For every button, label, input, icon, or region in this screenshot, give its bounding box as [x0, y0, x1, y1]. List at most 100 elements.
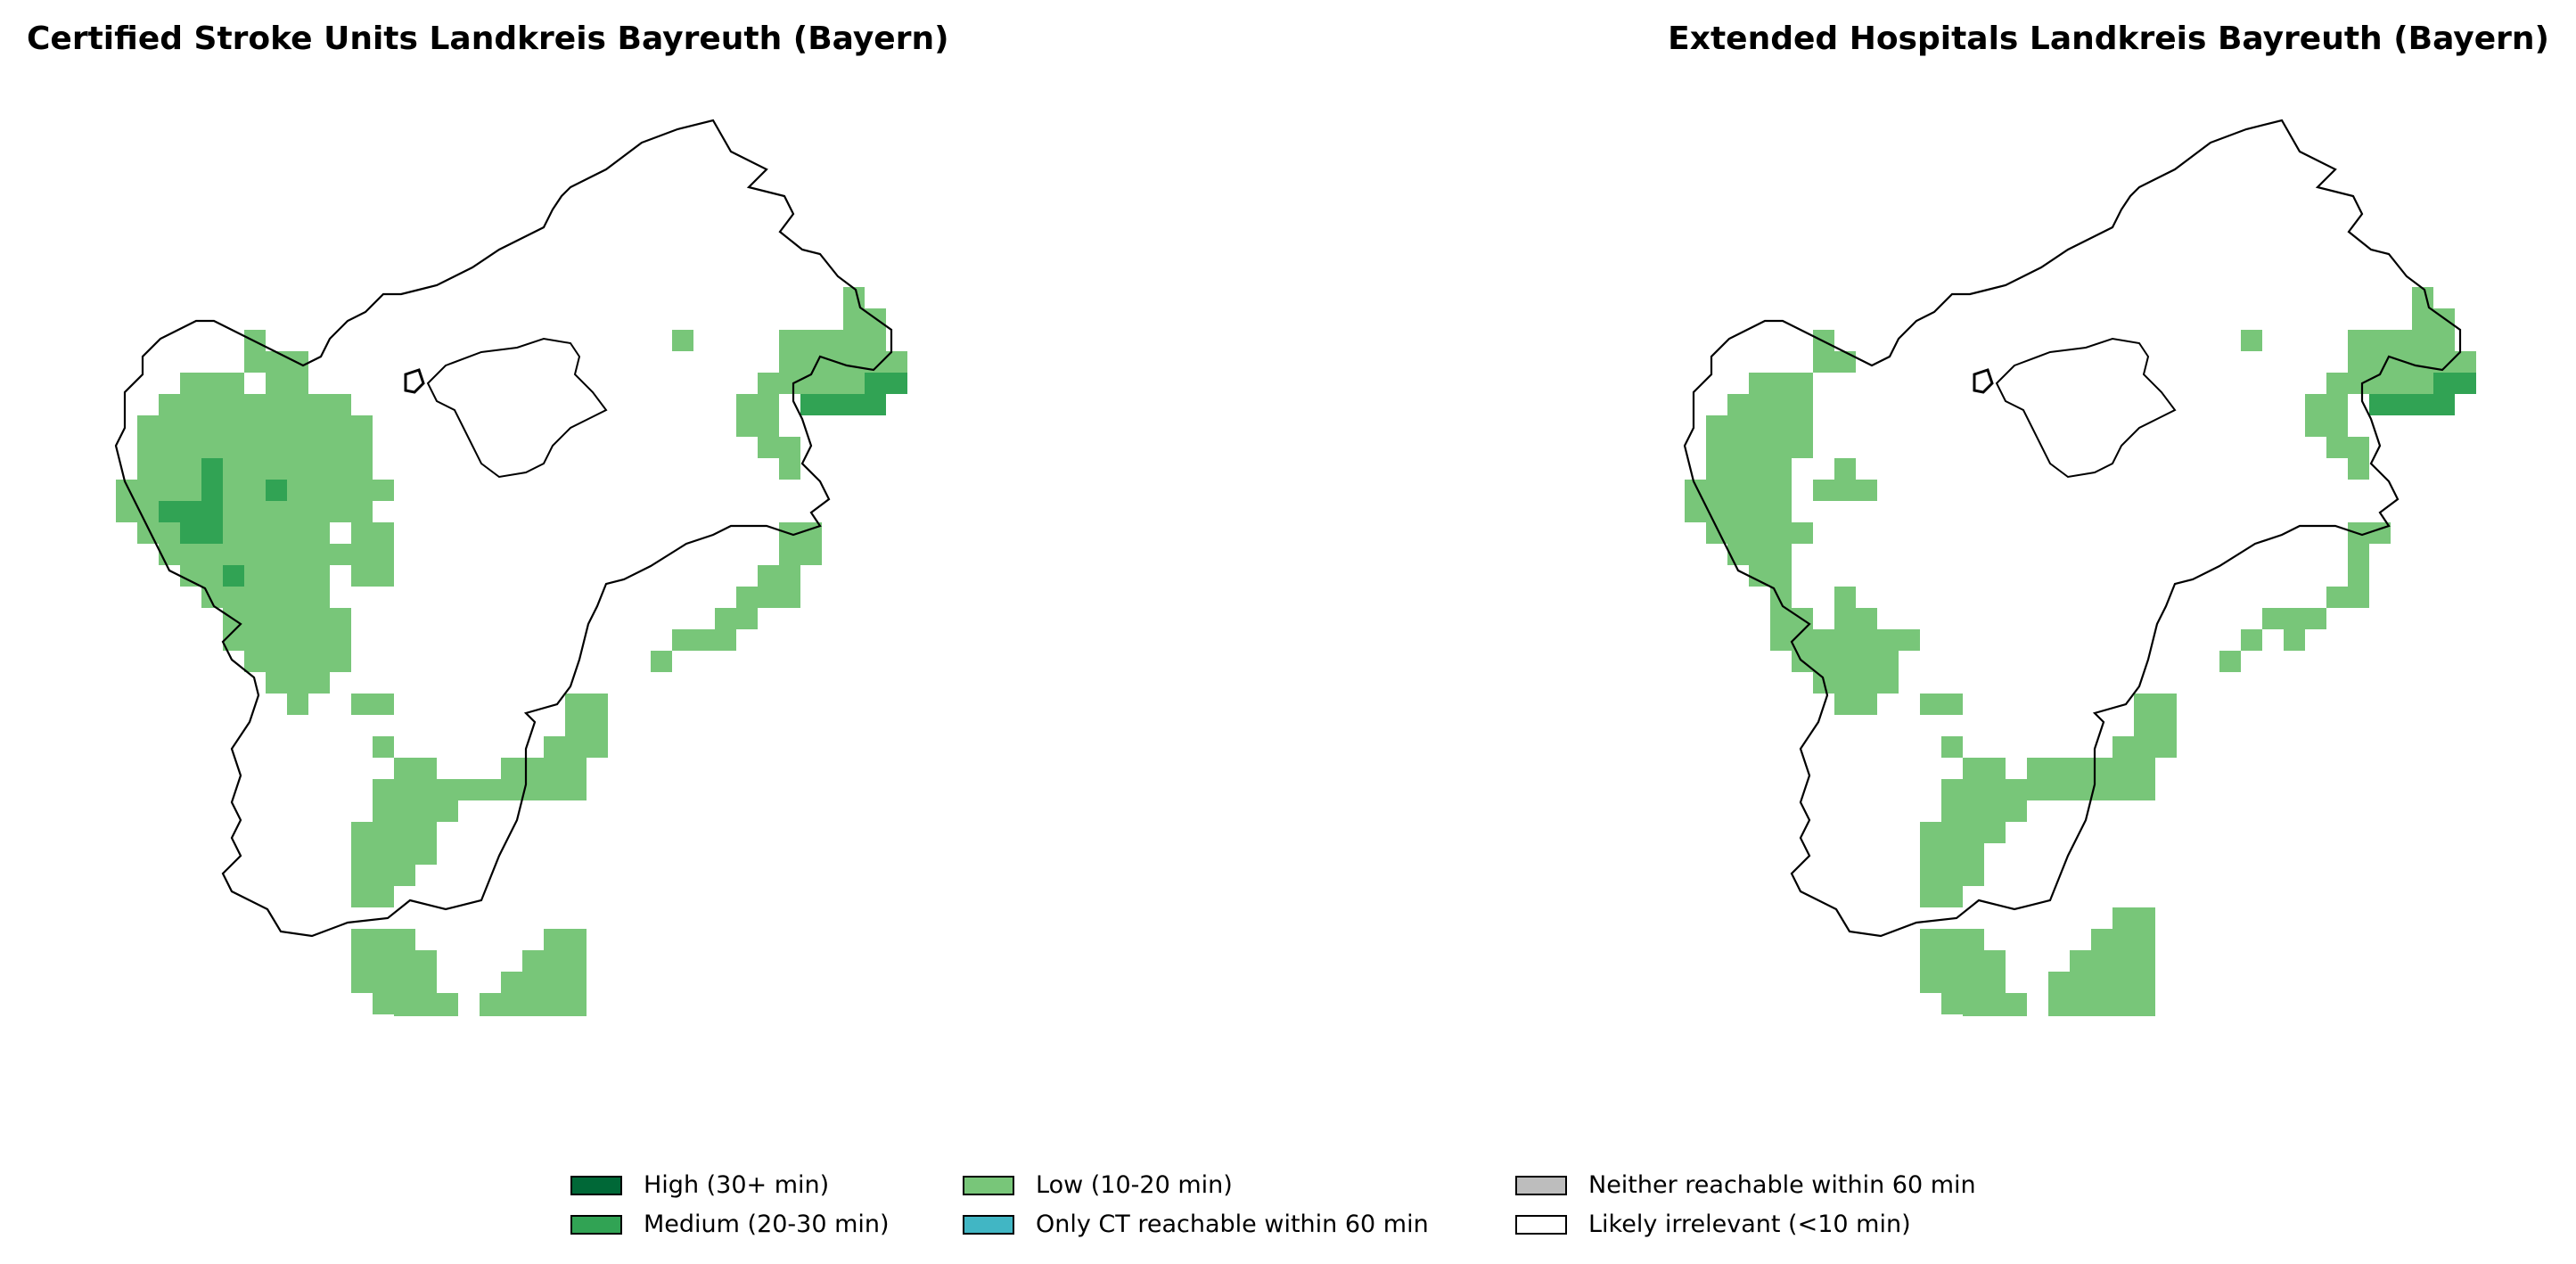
grid-cell-low: [822, 351, 843, 373]
grid-cell-low: [244, 394, 266, 415]
grid-cell-low: [1749, 565, 1770, 587]
grid-cell-low: [308, 458, 330, 480]
grid-cell-low: [1920, 822, 1941, 843]
grid-cell-low: [1770, 522, 1792, 544]
grid-cell-low: [565, 736, 587, 758]
grid-cell-low: [2391, 373, 2412, 394]
grid-cell-low: [1984, 779, 2006, 800]
grid-cell-low: [544, 736, 565, 758]
grid-cell-low: [2326, 415, 2348, 437]
legend-item-irrelevant: Likely irrelevant (<10 min): [1515, 1207, 1911, 1243]
grid-cell-low: [2262, 608, 2284, 629]
grid-cell-low: [223, 458, 244, 480]
grid-cell-low: [2348, 565, 2369, 587]
grid-cell-low: [2433, 330, 2455, 351]
grid-cell-low: [244, 501, 266, 522]
grid-cell-low: [2134, 907, 2155, 929]
grid-cell-low: [266, 501, 287, 522]
grid-cell-low: [2326, 437, 2348, 458]
grid-cell-low: [1834, 351, 1856, 373]
grid-cell-low: [330, 415, 351, 437]
grid-cell-low: [2391, 330, 2412, 351]
grid-cell-low: [2155, 736, 2177, 758]
grid-cell-low: [1792, 373, 1813, 394]
grid-cell-low: [330, 608, 351, 629]
grid-cell-low: [223, 522, 244, 544]
grid-cell-low: [1770, 608, 1792, 629]
grid-cell-low: [373, 694, 394, 715]
grid-cell-low: [758, 394, 779, 415]
grid-cell-low: [1792, 415, 1813, 437]
grid-cell-low: [1706, 437, 1727, 458]
grid-cell-low: [1770, 480, 1792, 501]
grid-cell-low: [2048, 758, 2070, 779]
grid-cell-low: [2112, 907, 2134, 929]
grid-cell-low: [287, 437, 308, 458]
grid-cell-low: [330, 501, 351, 522]
grid-cell-low: [565, 993, 587, 1014]
map-extended-hospitals: [1683, 119, 2476, 1016]
grid-cell-low: [1749, 544, 1770, 565]
grid-cell-low: [1834, 608, 1856, 629]
grid-cell-low: [693, 629, 715, 651]
map-title-right: Extended Hospitals Landkreis Bayreuth (B…: [1668, 21, 2549, 57]
grid-cell-low: [1920, 972, 1941, 993]
grid-cell-medium: [180, 522, 201, 544]
grid-cell-low: [266, 651, 287, 672]
grid-cell-low: [565, 715, 587, 736]
grid-cell-low: [180, 458, 201, 480]
grid-cell-low: [373, 522, 394, 544]
grid-cell-low: [587, 715, 608, 736]
grid-cell-low: [1770, 565, 1792, 587]
grid-cell-low: [266, 544, 287, 565]
grid-cell-low: [1984, 822, 2006, 843]
legend-item-low: Low (10-20 min): [963, 1168, 1233, 1203]
grid-cell-low: [2348, 330, 2369, 351]
grid-cell-low: [1770, 501, 1792, 522]
grid-cell-medium: [822, 394, 843, 415]
legend-swatch-medium: [570, 1215, 622, 1235]
grid-cell-low: [2326, 394, 2348, 415]
grid-cell-low: [266, 565, 287, 587]
grid-cell-low: [1727, 522, 1749, 544]
grid-cell-low: [1856, 651, 1877, 672]
grid-cell-low: [779, 437, 800, 458]
grid-cell-low: [501, 779, 522, 800]
grid-cell-low: [351, 458, 373, 480]
grid-cell-low: [544, 993, 565, 1014]
grid-cell-low: [1856, 608, 1877, 629]
grid-cell-low: [779, 351, 800, 373]
grid-cell-low: [244, 565, 266, 587]
grid-cell-low: [201, 565, 223, 587]
grid-cell-low: [1727, 394, 1749, 415]
grid-cell-medium: [201, 522, 223, 544]
grid-cell-low: [287, 522, 308, 544]
grid-cell-low: [266, 415, 287, 437]
grid-cell-low: [1813, 351, 1834, 373]
grid-cell-low: [201, 437, 223, 458]
grid-cell-low: [2155, 715, 2177, 736]
grid-cell-low: [1770, 415, 1792, 437]
grid-cell-medium: [201, 501, 223, 522]
grid-cell-low: [437, 1014, 458, 1016]
grid-cell-low: [308, 608, 330, 629]
grid-cell-low: [287, 608, 308, 629]
grid-cell-low: [287, 694, 308, 715]
grid-cell-low: [522, 1014, 544, 1016]
grid-cell-low: [223, 373, 244, 394]
grid-cell-low: [394, 1014, 415, 1016]
grid-cell-low: [2006, 779, 2027, 800]
grid-cell-low: [2048, 779, 2070, 800]
grid-cell-low: [180, 480, 201, 501]
grid-cell-low: [544, 758, 565, 779]
grid-cell-low: [351, 522, 373, 544]
grid-cell-low: [2070, 779, 2091, 800]
grid-cell-low: [1749, 437, 1770, 458]
grid-cell-low: [587, 694, 608, 715]
grid-cell-low: [736, 415, 758, 437]
grid-cell-low: [1941, 865, 1963, 886]
grid-cell-low: [544, 929, 565, 950]
legend-item-only-ct: Only CT reachable within 60 min: [963, 1207, 1429, 1243]
grid-cell-low: [394, 865, 415, 886]
grid-cell-low: [1749, 373, 1770, 394]
